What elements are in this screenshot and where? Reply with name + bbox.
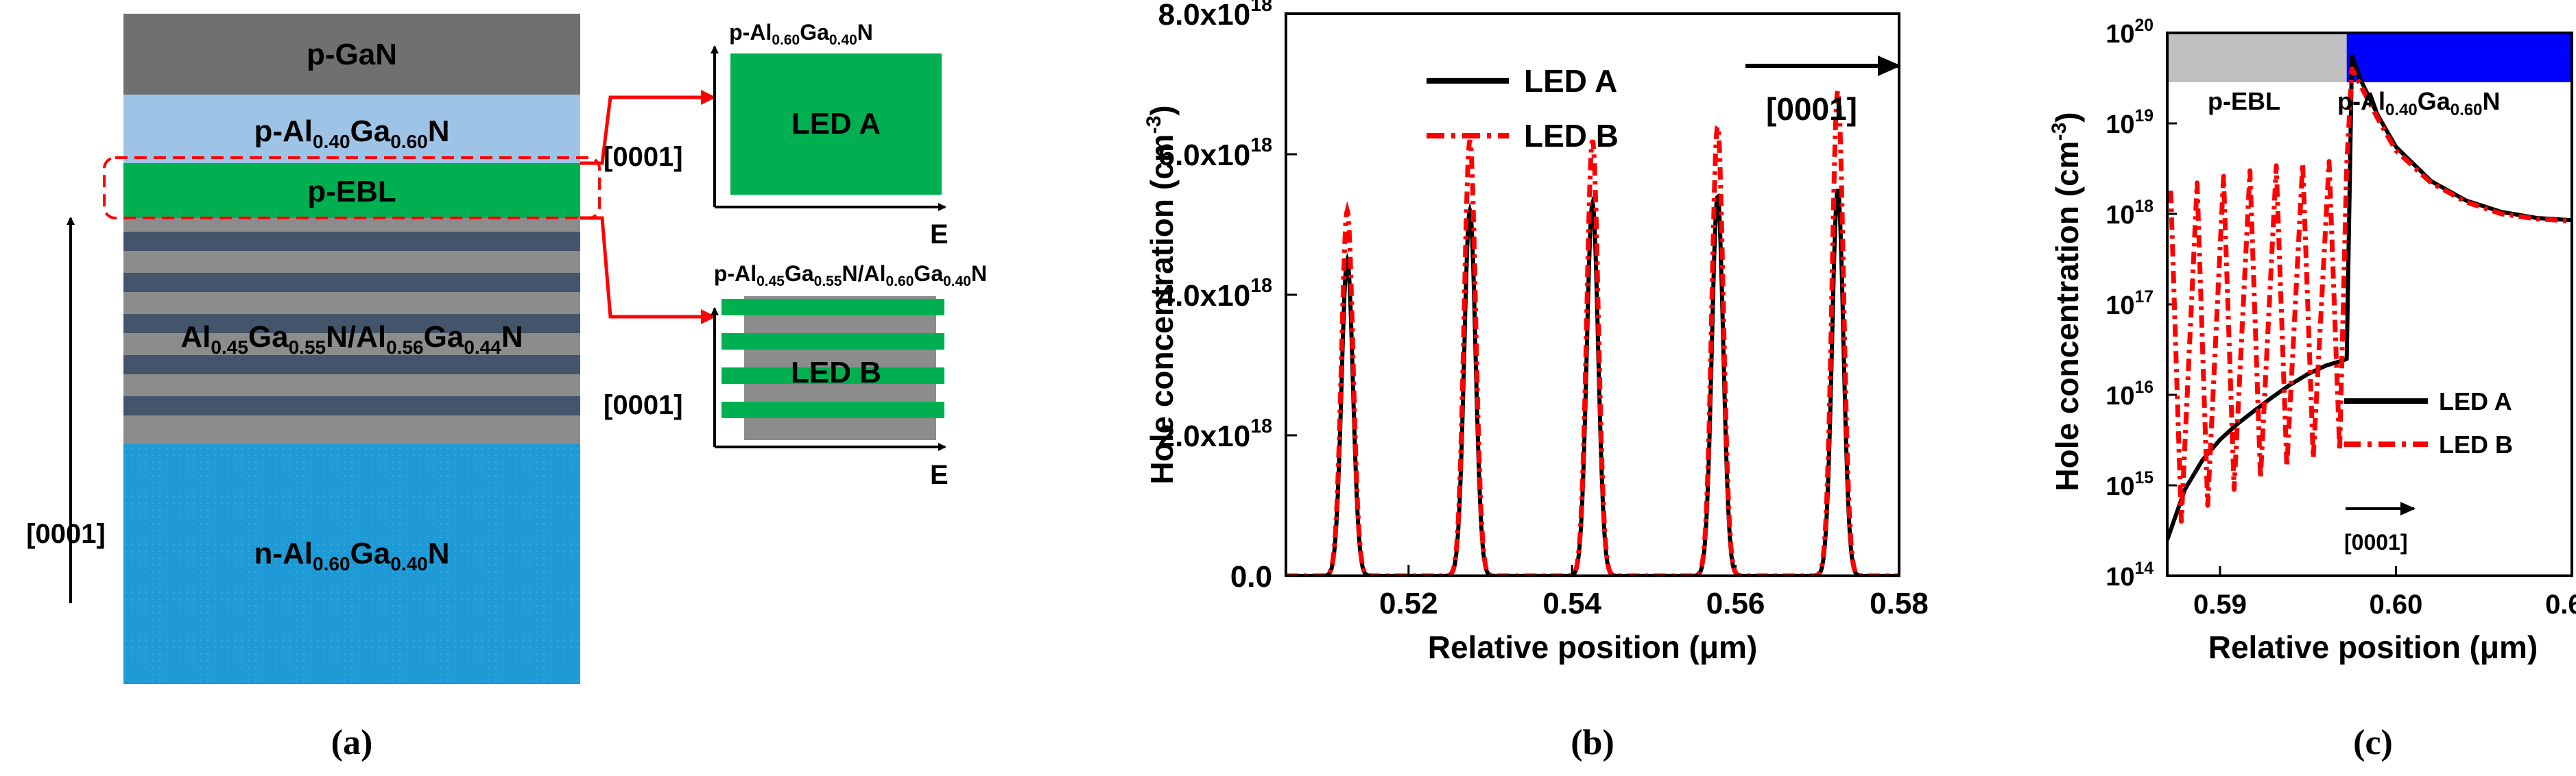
direction-label: [0001] [2344, 530, 2408, 555]
layer-p-ebl-label: p-EBL [307, 175, 396, 208]
series-line-led-a [2167, 54, 2572, 541]
region-label-ebl: p-EBL [2208, 87, 2280, 115]
panel-a-caption: (a) [331, 723, 373, 762]
y-tick-label: 1020 [2106, 16, 2154, 49]
led-a-axis-y-label: [0001] [604, 142, 683, 172]
layer-p-ebl [123, 163, 580, 218]
y-tick-label: 4.0x1018 [1158, 275, 1272, 313]
panel-b: 0.52 0.54 0.56 0.580.02.0x10184.0x10186.0x1… [1143, 0, 1929, 762]
led-a-composition: p-Al0.60Ga0.40N [729, 20, 873, 48]
connector-arrow-led-b [580, 216, 716, 324]
panel-c-y-axis-title: Hole concentration (cm-3) [2048, 112, 2085, 491]
y-tick-label: 1017 [2106, 288, 2154, 320]
series-line-led-a [1286, 189, 1899, 576]
region-band-ebl [2167, 33, 2347, 82]
led-b-composition: p-Al0.45Ga0.55N/Al0.60Ga0.40N [714, 261, 987, 289]
x-tick-label: 0.58 [1870, 587, 1929, 620]
region-label-p-algan: p-Al0.40Ga0.60N [2337, 87, 2500, 119]
x-tick-label: 0.61 [2545, 590, 2576, 620]
panel-c: 0.59 0.60 0.61 1014 1015 1016 1017 1018 1019 1020… [2048, 16, 2576, 762]
region-band-p-algan [2346, 33, 2572, 82]
led-b-label: LED B [791, 356, 881, 389]
legend-label-led-a: LED A [2439, 387, 2512, 415]
panel-b-legend: LED A LED B [1427, 63, 1619, 154]
layer-p-algan-label: p-Al0.40Ga0.60N [254, 114, 449, 152]
panel-c-marks: 0.59 0.60 0.61 1014 1015 1016 1017 1018 1019 1020 [2106, 16, 2576, 620]
layer-n-algan-label: n-Al0.60Ga0.40N [254, 537, 449, 574]
growth-axis-label: [0001] [26, 519, 106, 549]
layer-p-gan-label: p-GaN [307, 38, 397, 71]
panel-c-x-axis-title: Relative position (μm) [2208, 629, 2538, 665]
direction-label: [0001] [1766, 91, 1857, 127]
panel-b-plot-frame [1285, 12, 1900, 577]
superlattice-stack [123, 218, 580, 444]
led-a-label: LED A [791, 107, 881, 141]
panel-b-x-axis-title: Relative position (μm) [1428, 629, 1758, 665]
led-a-block [730, 53, 942, 195]
x-tick-label: 0.60 [2370, 590, 2423, 620]
series-line-led-b [1286, 90, 1899, 576]
led-b-axis-y-label: [0001] [604, 390, 683, 420]
y-tick-label: 0.0 [1230, 560, 1272, 594]
y-tick-label: 1018 [2106, 197, 2154, 230]
series-line-led-b [2168, 66, 2572, 524]
y-tick-label: 1015 [2106, 469, 2154, 501]
legend-label-led-a: LED A [1524, 63, 1617, 99]
y-tick-label: 1019 [2106, 107, 2154, 139]
panel-c-caption: (c) [2353, 723, 2393, 762]
y-tick-label: 8.0x1018 [1158, 0, 1272, 32]
led-b-superlattice [721, 296, 944, 440]
legend-label-led-b: LED B [2439, 431, 2513, 459]
x-tick-label: 0.52 [1379, 587, 1438, 620]
ebl-highlight-box [103, 156, 601, 219]
layer-p-algan [123, 95, 580, 163]
layer-p-gan [123, 14, 580, 95]
panel-a: p-GaN p-Al0.40Ga0.60N p-EBL Al0.45Ga0.55… [26, 14, 987, 762]
led-a-axis-x-label: E [930, 219, 949, 250]
y-tick-label: 1014 [2106, 559, 2154, 592]
x-tick-label: 0.56 [1706, 587, 1765, 620]
panel-b-caption: (b) [1571, 723, 1614, 762]
led-b-axis-x-label: E [930, 460, 949, 490]
legend-label-led-b: LED B [1524, 118, 1619, 154]
x-tick-label: 0.59 [2193, 590, 2247, 620]
y-tick-label: 1016 [2106, 378, 2154, 411]
panel-c-legend: LED A LED B [2344, 387, 2513, 459]
panel-c-plot-frame [2166, 32, 2573, 577]
connector-arrow-led-a [580, 90, 716, 165]
x-tick-label: 0.54 [1542, 587, 1601, 620]
panel-b-y-axis-title: Hole concentration (cm-3) [1143, 105, 1180, 484]
